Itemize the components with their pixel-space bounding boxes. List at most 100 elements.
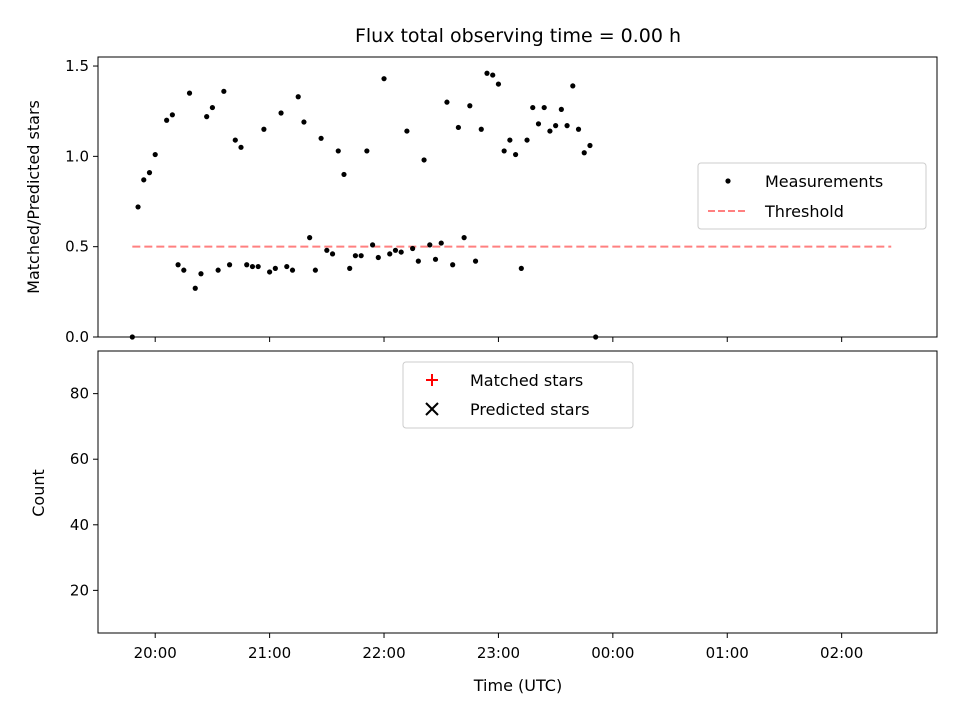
measurement-point [312, 267, 318, 273]
measurement-point [204, 114, 210, 120]
measurement-point [518, 265, 524, 271]
measurement-point [261, 126, 267, 132]
measurement-point [347, 265, 353, 271]
measurement-point [381, 76, 387, 82]
bottom-x-tick-label: 23:00 [477, 644, 520, 662]
measurement-point [484, 70, 490, 76]
measurement-point [289, 267, 296, 273]
measurement-point [593, 334, 599, 340]
legend-predicted-label: Predicted stars [470, 400, 590, 419]
measurement-point [352, 253, 359, 259]
measurement-point [553, 123, 559, 129]
measurement-point [192, 285, 198, 291]
top-y-tick-label: 0.0 [65, 328, 89, 346]
measurement-point [186, 90, 193, 96]
measurement-point [169, 112, 175, 118]
measurement-point [272, 265, 278, 271]
measurement-point [278, 110, 284, 116]
bottom-x-tick-label: 20:00 [134, 644, 177, 662]
bottom-legend-box [402, 361, 634, 429]
measurement-point [404, 128, 410, 134]
measurement-point [318, 135, 324, 141]
measurement-point [535, 121, 542, 127]
measurement-point [335, 148, 341, 154]
legend-matched-label: Matched stars [470, 371, 583, 390]
measurement-point [547, 128, 553, 134]
measurement-point [129, 334, 135, 340]
measurement-point [364, 148, 370, 154]
measurement-point [478, 126, 484, 132]
legend-predicted-marker [425, 402, 439, 416]
measurement-point [432, 256, 439, 262]
measurement-point [141, 177, 147, 183]
bottom-legend: Matched stars Predicted stars [402, 361, 634, 429]
measurement-point [284, 263, 290, 270]
measurement-point [427, 242, 433, 248]
measurement-point [175, 262, 181, 268]
bottom-x-tick-label: 02:00 [820, 644, 863, 662]
measurement-point [495, 81, 502, 87]
measurement-point [398, 249, 404, 255]
measurement-point [146, 170, 153, 176]
measurement-point [581, 150, 587, 156]
top-y-tick-label: 1.0 [65, 147, 89, 165]
measurement-point [301, 119, 307, 125]
measurement-point [221, 88, 227, 94]
bottom-x-ticks: 20:00 21:00 22:00 23:00 00:00 01:00 02:00 [134, 633, 863, 662]
bottom-y-tick-label: 60 [70, 450, 89, 468]
measurement-point [267, 269, 273, 275]
legend-matched-marker [426, 374, 438, 386]
measurement-point [135, 204, 141, 210]
measurement-point [575, 126, 582, 132]
bottom-y-tick-label: 40 [70, 516, 89, 534]
measurement-point [295, 94, 301, 100]
measurement-point [461, 235, 467, 241]
measurement-point [238, 144, 244, 150]
measurement-point [209, 104, 216, 111]
measurement-point [467, 103, 473, 109]
bottom-y-ticks: 20 40 60 80 [70, 385, 98, 599]
measurement-point [375, 254, 381, 261]
measurement-point [387, 251, 393, 257]
measurement-point [307, 235, 313, 241]
measurements-series [129, 70, 599, 340]
measurement-point [415, 258, 421, 264]
measurement-point [341, 171, 347, 178]
measurement-point [358, 253, 364, 259]
measurement-point [181, 267, 187, 273]
bottom-y-axis-label: Count [29, 469, 48, 517]
measurement-point [215, 267, 221, 273]
measurement-point [244, 262, 250, 268]
top-plot-frame [97, 56, 938, 338]
measurement-point [392, 247, 399, 253]
bottom-x-tick-label: 01:00 [706, 644, 749, 662]
top-y-tick-label: 0.5 [65, 238, 89, 256]
top-y-axis-label: Matched/Predicted stars [24, 100, 43, 294]
measurement-point [164, 117, 170, 123]
measurement-point [438, 240, 444, 246]
measurement-point [530, 104, 536, 111]
measurement-point [587, 142, 593, 149]
measurement-point [410, 245, 416, 252]
measurement-point [541, 104, 547, 111]
measurement-point [232, 137, 238, 143]
measurement-point [255, 263, 261, 270]
top-y-tick-label: 1.5 [65, 57, 89, 75]
bottom-x-tick-label: 00:00 [591, 644, 634, 662]
x-axis-label: Time (UTC) [473, 676, 562, 695]
top-legend-box [697, 162, 927, 230]
bottom-axes: 20 40 60 80 20:00 21:00 22:00 23:00 00:00 01:00 0… [29, 350, 938, 695]
measurement-point [198, 271, 204, 277]
top-legend: Measurements Threshold [697, 162, 927, 230]
top-axes: 0.0 0.5 1.0 1.5 Matched/Predicted stars Mea… [24, 56, 938, 346]
chart-title: Flux total observing time = 0.00 h [355, 25, 681, 47]
measurement-point [444, 99, 450, 105]
measurement-point [450, 262, 456, 268]
legend-threshold-label: Threshold [764, 202, 844, 221]
measurement-point [570, 83, 576, 89]
legend-measurements-marker [725, 178, 731, 184]
legend-measurements-label: Measurements [765, 172, 883, 191]
measurement-point [472, 258, 479, 264]
measurement-point [524, 137, 530, 143]
